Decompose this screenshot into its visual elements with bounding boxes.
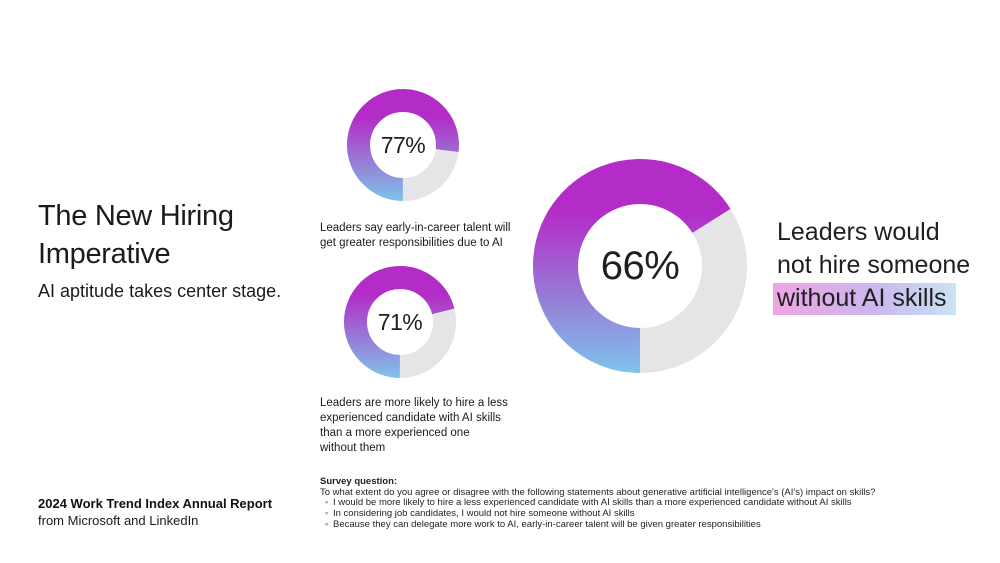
survey-item-text: I would be more likely to hire a less ex… [333,497,852,509]
donut-caption-responsibilities: Leaders say early-in-career talent will … [320,222,511,249]
stat-line-3-highlighted: without AI skills [773,283,956,315]
donut-value-label: 77% [380,131,426,158]
survey-item-text: In considering job candidates, I would n… [333,508,635,520]
survey-item-text: Because they can delegate more work to A… [333,518,761,530]
survey-question-block: Survey question: To what extent do you a… [320,476,990,531]
donut-caption-hire-less-experienced: Leaders are more likely to hire a less e… [320,397,508,454]
big-stat-text: Leaders would not hire someone without A… [773,216,971,315]
donut-ring-66 [533,159,747,373]
donut-value-arc [533,159,747,373]
donut-chart-no-hire-without-ai: 66% [533,159,747,373]
stat-line-1: Leaders would [777,218,940,246]
survey-heading: Survey question: [320,476,398,487]
report-attribution: 2024 Work Trend Index Annual Report from… [38,496,272,529]
bullet-icon: ◦ [324,508,329,520]
survey-item: ◦ In considering job candidates, I would … [320,508,990,520]
report-title: 2024 Work Trend Index Annual Report [38,496,273,511]
survey-item: ◦ Because they can delegate more work to … [320,518,990,531]
page-subtitle: AI aptitude takes center stage. [38,281,282,301]
donut-ring-71 [344,266,456,378]
stat-line-2: not hire someone [777,251,971,279]
donut-value-arc [344,266,456,378]
survey-intro: To what extent do you agree or disagree … [320,486,876,498]
report-source: from Microsoft and LinkedIn [38,512,199,528]
bullet-icon: ◦ [324,497,329,509]
page-title: The New Hiring Imperative [38,200,234,270]
donut-chart-hire-less-experienced: 71% [344,266,456,378]
donut-ring-77 [347,89,459,201]
bullet-icon: ◦ [324,518,329,530]
donut-value-label: 66% [600,243,680,288]
donut-value-arc [347,89,459,201]
donut-chart-responsibilities: 77% [347,89,459,201]
survey-item: ◦ I would be more likely to hire a less e… [320,498,990,509]
donut-value-label: 71% [377,308,423,335]
